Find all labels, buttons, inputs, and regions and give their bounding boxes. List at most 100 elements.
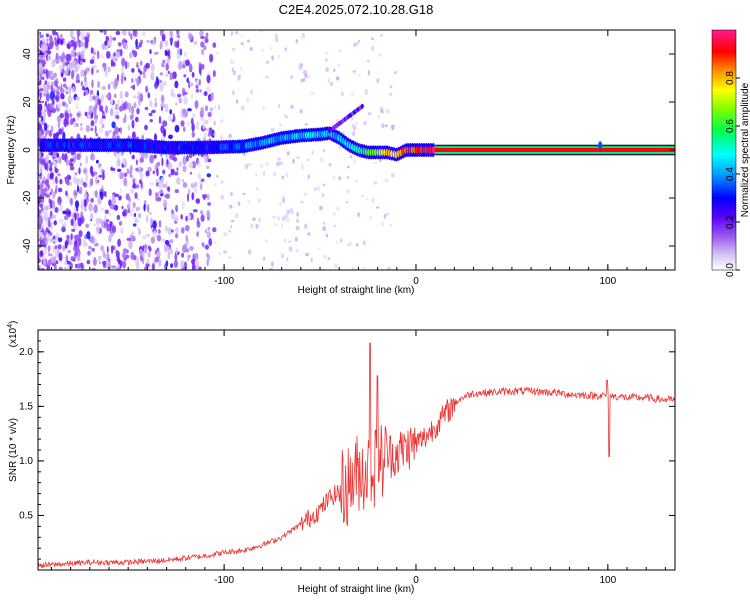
spectrogram-noise-blob xyxy=(39,92,42,99)
spectrogram-noise-blob xyxy=(129,51,133,59)
x-tick-label: -100 xyxy=(214,276,234,287)
spectrogram-noise-blob xyxy=(38,67,43,74)
spectrogram-noise-blob xyxy=(167,186,170,192)
spectrogram-noise-blob xyxy=(284,47,288,52)
spectrogram-noise-blob xyxy=(38,109,42,118)
spectrogram-noise-blob xyxy=(189,63,193,72)
spectrogram-noise-blob xyxy=(163,199,168,209)
spectrogram-noise-blob xyxy=(104,130,110,137)
spectrogram-noise-blob xyxy=(305,252,309,257)
spectrogram-noise-blob xyxy=(197,172,201,180)
spectrogram-noise-blob xyxy=(362,240,366,246)
spectrogram-noise-blob xyxy=(183,51,187,57)
spectrogram-noise-blob xyxy=(207,111,212,118)
spectrogram-noise-blob xyxy=(325,233,329,238)
spectrogram-noise-blob xyxy=(187,108,192,112)
snr-y-ticks: 0.5 1.0 1.5 2.0 xyxy=(19,340,675,560)
spectrogram-noise-blob xyxy=(325,51,328,55)
spectrogram-noise-blob xyxy=(123,172,128,177)
spectrogram-noise-blob xyxy=(131,68,135,73)
spectrogram-noise-blob xyxy=(122,30,127,36)
spectrogram-noise-blob xyxy=(139,93,144,103)
spectrogram-noise-blob xyxy=(64,70,69,76)
spectrogram-noise-blob xyxy=(76,178,81,182)
spectrogram-noise-blob xyxy=(128,31,131,37)
spectrogram-noise-blob xyxy=(63,215,69,221)
spectrogram-noise-blob xyxy=(250,89,254,95)
spectrogram-noise-blob xyxy=(285,172,288,178)
spectrogram-noise-blob xyxy=(298,65,303,70)
spectrogram-noise-blob xyxy=(187,254,192,258)
snr-series-line xyxy=(38,342,675,569)
spectrogram-noise-blob xyxy=(83,182,88,188)
spectrogram-noise-blob xyxy=(124,91,129,98)
spectrogram-noise-blob xyxy=(124,60,128,70)
spectrogram-noise-blob xyxy=(132,223,137,227)
spectrogram-noise-blob xyxy=(281,195,286,199)
spectrogram-noise-blob xyxy=(110,59,114,68)
spectrogram-noise-blob xyxy=(151,263,155,270)
spectrogram-noise-blob xyxy=(377,114,381,119)
spectrogram-noise-blob xyxy=(106,246,109,253)
spectrogram-noise-blob xyxy=(123,177,127,187)
spectrogram-noise-blob xyxy=(156,167,159,177)
spectrogram-noise-blob xyxy=(354,121,358,126)
spectrogram-noise-blob xyxy=(119,171,124,180)
spectrogram-noise-blob xyxy=(237,75,241,81)
spectrogram-noise-blob xyxy=(38,151,41,159)
spectrogram-noise-blob xyxy=(350,155,353,159)
spectrogram-noise-blob xyxy=(174,80,179,89)
spectrogram-noise-blob xyxy=(180,260,185,269)
spectrogram-noise-blob xyxy=(279,123,282,127)
spectrogram-noise-blob xyxy=(104,40,108,46)
spectrogram-noise-blob xyxy=(138,248,144,256)
spectrogram-noise-blob xyxy=(109,35,113,43)
spectrogram-noise-blob xyxy=(213,132,216,137)
spectrogram-noise-blob xyxy=(85,223,90,228)
spectrogram-noise-blob xyxy=(129,114,134,120)
spectrogram-noise-blob xyxy=(159,79,162,84)
spectrogram-noise-blob xyxy=(105,35,110,42)
spectrogram-noise-blob xyxy=(208,116,211,121)
spectrogram-noise-blob xyxy=(192,253,195,261)
spectrogram-noise-blob xyxy=(59,112,64,119)
spectrogram-noise-blob xyxy=(46,38,49,42)
spectrogram-noise-blob xyxy=(108,234,112,243)
spectrogram-noise-blob xyxy=(156,251,161,258)
spectrogram-noise-blob xyxy=(97,255,102,260)
spectrogram-noise-blob xyxy=(140,171,143,180)
spectrogram-noise-blob xyxy=(199,89,202,93)
spectrogram-noise-blob xyxy=(107,66,111,73)
spectrogram-noise-blob xyxy=(373,161,378,165)
spectrogram-noise-blob xyxy=(256,186,259,191)
spectrogram-noise-blob xyxy=(62,77,67,82)
spectrogram-noise-blob xyxy=(335,76,340,81)
spectrogram-noise-blob xyxy=(230,224,233,229)
spectrogram-noise-blob xyxy=(74,247,78,257)
spectrogram-noise-blob xyxy=(286,209,291,215)
spectrogram-noise-blob xyxy=(86,259,91,265)
spectrogram-noise-blob xyxy=(47,110,52,118)
spectrogram-noise-blob xyxy=(153,154,157,159)
spectrogram-noise-blob xyxy=(195,121,199,129)
spectrogram-noise-blob xyxy=(56,152,60,158)
spectrogram-noise-blob xyxy=(338,48,342,53)
spectrogram-noise-blob xyxy=(136,77,140,87)
spectrogram-noise-blob xyxy=(172,157,178,162)
spectrogram-noise-blob xyxy=(52,133,56,139)
spectrogram-noise-blob xyxy=(301,164,304,170)
spectrogram-noise-blob xyxy=(92,258,97,267)
spectrogram-noise-blob xyxy=(38,216,43,225)
spectrogram-noise-blob xyxy=(182,108,186,115)
spectrogram-noise-blob xyxy=(201,48,205,56)
spectrogram-noise-blob xyxy=(271,261,274,267)
spectrogram-noise-blob xyxy=(380,110,385,114)
spectrogram-noise-blob xyxy=(182,165,187,173)
spectrogram-noise-blob xyxy=(98,126,104,134)
spectrogram-noise-blob xyxy=(241,105,245,111)
y-tick-label: 20 xyxy=(22,96,33,108)
spectrogram-noise-blob xyxy=(105,105,108,114)
spectrogram-noise-blob xyxy=(62,131,66,141)
spectrogram-noise-blob xyxy=(121,75,124,85)
spectrogram-noise-blob xyxy=(77,185,79,193)
